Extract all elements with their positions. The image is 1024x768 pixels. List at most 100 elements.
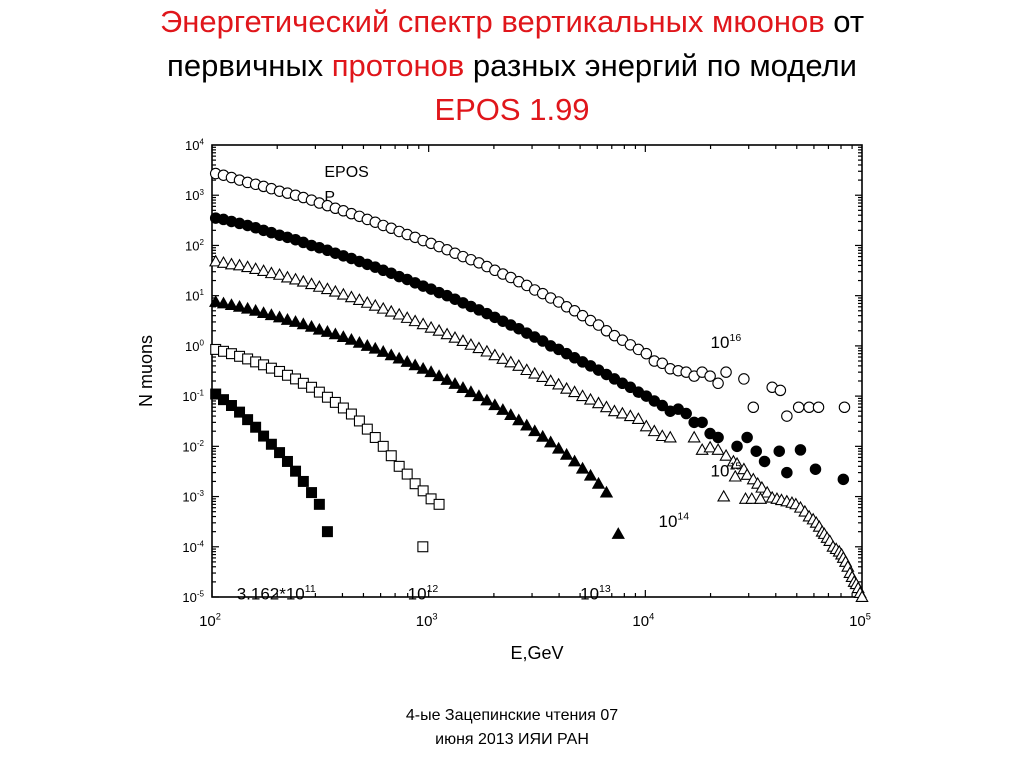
data-point (296, 274, 311, 287)
data-point (417, 485, 429, 497)
y-tick-label: 103 (185, 188, 204, 203)
data-point (464, 385, 478, 398)
title-red-part-2: протонов (331, 48, 465, 83)
y-axis-title: N muons (136, 335, 156, 407)
y-tick-label: 10-4 (182, 539, 204, 554)
data-point (416, 317, 430, 330)
data-point (304, 319, 319, 332)
data-point (575, 461, 590, 474)
data-point (639, 419, 653, 432)
data-point (703, 440, 717, 453)
y-tick-label: 10-5 (182, 590, 204, 605)
data-point (559, 447, 574, 460)
data-point (336, 287, 351, 300)
data-point (656, 357, 669, 370)
data-point (321, 526, 333, 538)
data-point (352, 336, 367, 348)
x-axis-title: E,GeV (510, 643, 563, 663)
data-point (296, 317, 311, 330)
data-point (520, 363, 534, 376)
data-point (288, 272, 303, 285)
data-point (345, 408, 357, 420)
data-point (741, 431, 753, 444)
data-point (328, 284, 343, 297)
data-point (755, 480, 769, 493)
data-point (265, 438, 277, 450)
data-point (328, 327, 343, 340)
data-point (377, 440, 389, 452)
data-point (640, 347, 653, 360)
data-point (369, 431, 381, 443)
data-point (704, 370, 716, 382)
title-line-1: Энергетический спектр вертикальных мюоно… (0, 0, 1024, 44)
data-point (384, 304, 398, 317)
data-point (232, 299, 247, 312)
slide-footer: 4-ые Зацепинские чтения 07 июня 2013 ИЯИ… (0, 704, 1024, 752)
data-point (712, 377, 724, 390)
data-point (393, 460, 405, 472)
data-point (456, 381, 470, 393)
data-point (218, 394, 229, 406)
data-point (773, 445, 785, 457)
data-point (728, 469, 742, 482)
data-point (838, 401, 851, 414)
data-point (623, 409, 638, 422)
data-point (488, 348, 502, 361)
data-point (687, 430, 701, 443)
data-point (401, 468, 413, 480)
data-point (368, 341, 382, 354)
data-point (440, 373, 454, 385)
data-point (258, 430, 270, 442)
data-point (544, 374, 558, 386)
data-point (611, 527, 625, 539)
data-point (297, 475, 309, 487)
data-point (591, 476, 606, 489)
title-black-part-2b: разных энергий по модели (464, 48, 857, 83)
data-point (280, 313, 295, 325)
data-point (730, 456, 744, 469)
y-tick-label: 100 (185, 338, 204, 353)
title-line-2: первичных протонов разных энергий по мод… (0, 44, 1024, 88)
y-tick-label: 102 (185, 238, 204, 253)
data-point (392, 307, 406, 320)
data-point (329, 396, 341, 408)
data-point (781, 410, 793, 422)
data-point (745, 492, 759, 504)
data-point (416, 361, 430, 374)
data-point (731, 440, 743, 453)
data-point (409, 478, 421, 490)
data-point (528, 366, 542, 379)
data-point (312, 322, 327, 335)
data-point (760, 485, 774, 498)
data-point (216, 256, 231, 268)
x-tick-label: 102 (199, 612, 221, 630)
data-point (336, 330, 351, 343)
data-point (488, 398, 502, 411)
x-tick-label: 104 (632, 612, 654, 630)
data-point (352, 293, 367, 305)
data-point (480, 344, 494, 357)
data-point (512, 359, 526, 371)
data-point (740, 468, 754, 480)
data-point (583, 468, 598, 481)
data-point (353, 415, 365, 427)
data-point (344, 332, 359, 345)
title-line-3: EPOS 1.99 (434, 92, 590, 127)
data-point (472, 341, 486, 354)
data-point (504, 408, 518, 421)
data-point (809, 463, 822, 475)
data-point (440, 327, 454, 340)
data-point (753, 492, 768, 504)
data-point (312, 279, 327, 292)
energy-annotation: 1016 (711, 332, 742, 352)
data-point (719, 448, 733, 461)
series-filled-circle (209, 212, 850, 486)
data-point (290, 465, 302, 477)
data-point (599, 485, 614, 498)
data-point (264, 308, 279, 321)
data-point (242, 414, 254, 426)
y-tick-label: 101 (185, 288, 204, 303)
data-point (344, 290, 359, 303)
title-black-part-2a: первичных (167, 48, 332, 83)
data-point (224, 298, 239, 311)
